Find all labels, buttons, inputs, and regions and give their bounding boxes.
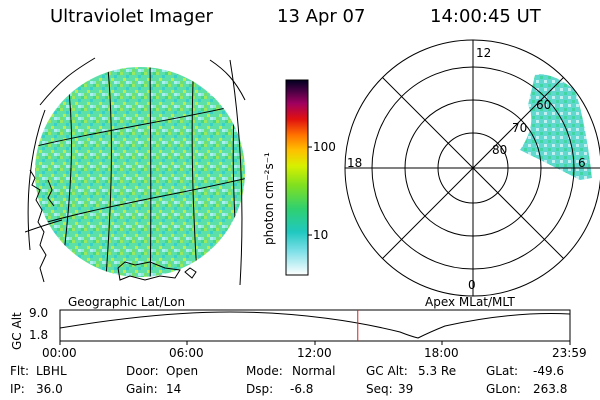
uv-disk [35,67,245,277]
x-tick-label: 06:00 [169,346,204,360]
gain-value: 14 [166,382,182,396]
auroral-oval [520,74,592,180]
mlat-label-60: 60 [536,98,552,112]
lat-lon-grid-outer [25,57,246,286]
dsp-value: -6.8 [290,382,314,396]
door-key: Door: [126,364,159,378]
glat-key: GLat: [486,364,519,378]
x-tick-label: 23:59 [552,346,587,360]
coastline [29,169,197,283]
mode-key: Mode: [246,364,283,378]
polar-axis-diagonal [382,77,564,259]
x-tick-label: 12:00 [297,346,332,360]
mlat-label-80: 80 [492,143,508,157]
polar-plot [344,39,600,297]
altitude-curve [59,311,571,339]
x-tick-label: 00:00 [42,346,77,360]
colorbar [285,79,309,276]
gain-key: Gain: [126,382,158,396]
colorbar-unit-label: photon cm⁻²s⁻¹ [262,152,276,245]
door-value: Open [166,364,199,378]
altitude-ymin: 1.8 [29,328,49,342]
ip-key: IP: [10,382,25,396]
mlat-label-70: 70 [512,121,528,135]
mlt-label-6: 6 [578,156,586,170]
gc-alt-key: GC Alt: [366,364,408,378]
seq-value: 39 [398,382,414,396]
flight-value: LBHL [36,364,67,378]
glon-value: 263.8 [533,382,568,396]
time-label: 14:00:45 UT [430,6,541,27]
mode-value: Normal [292,364,336,378]
date-label: 13 Apr 07 [277,6,366,27]
caption-geographic: Geographic Lat/Lon [68,295,186,309]
app-title: Ultraviolet Imager [50,6,213,27]
altitude-plot [59,309,571,345]
altitude-plot-frame [59,309,571,342]
geographic-image-panel [25,57,246,286]
dsp-key: Dsp: [246,382,274,396]
colorbar-tick-100: 100 [313,140,336,154]
gc-alt-value: 5.3 Re [418,364,457,378]
mlt-label-0: 0 [468,278,476,292]
altitude-ymax: 9.0 [29,306,49,320]
glat-value: -49.6 [533,364,565,378]
mlt-label-12: 12 [476,46,492,60]
seq-key: Seq: [366,382,393,396]
altitude-ylabel: GC Alt [10,312,24,350]
colorbar-tick-10: 10 [313,228,329,242]
caption-apex: Apex MLat/MLT [425,295,515,309]
ip-value: 36.0 [36,382,63,396]
x-tick-label: 18:00 [424,346,459,360]
glon-key: GLon: [486,382,521,396]
mlt-label-18: 18 [347,156,363,170]
flight-key: Flt: [10,364,29,378]
